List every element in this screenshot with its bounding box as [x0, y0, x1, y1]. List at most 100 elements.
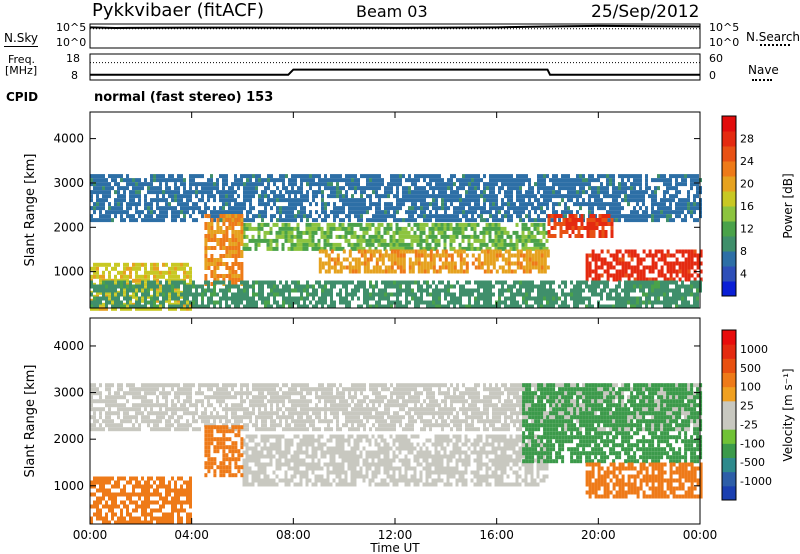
power-cell [660, 202, 663, 207]
velocity-cell [216, 411, 219, 416]
power-cell [423, 261, 427, 266]
power-cell [366, 178, 369, 183]
power-cell [462, 257, 466, 262]
power-cell [603, 190, 606, 195]
velocity-cell [90, 427, 93, 432]
power-cell [183, 178, 186, 183]
power-cell [633, 304, 636, 309]
power-cell [165, 198, 168, 203]
power-cell [204, 206, 207, 211]
power-cell [444, 265, 448, 270]
power-cell [285, 284, 288, 289]
power-cell [174, 266, 177, 271]
power-cell [314, 242, 318, 247]
power-cell [687, 257, 691, 262]
power-cell [405, 296, 408, 301]
power-cell [558, 296, 561, 301]
power-cell [528, 249, 532, 254]
power-cell [138, 194, 141, 199]
power-cell [90, 198, 93, 203]
power-cell [192, 296, 195, 301]
velocity-cell [192, 415, 195, 420]
power-cell [476, 222, 480, 227]
power-cell [240, 266, 244, 270]
power-cell [419, 230, 423, 235]
power-cell [672, 300, 675, 305]
power-cell [411, 178, 414, 183]
power-cell [296, 246, 300, 251]
power-cell [516, 261, 520, 266]
power-cell [660, 292, 663, 297]
power-cell [594, 288, 597, 293]
power-cell [399, 280, 402, 285]
power-cell [681, 253, 685, 258]
power-cell [428, 234, 432, 239]
power-cell [471, 186, 474, 191]
power-cell [669, 280, 672, 285]
power-cell [288, 218, 291, 223]
power-cell [228, 218, 232, 222]
velocity-cell [222, 395, 225, 400]
power-cell [330, 186, 333, 191]
power-cell [336, 269, 340, 274]
power-cell [306, 288, 309, 293]
velocity-cell [240, 419, 243, 424]
power-cell [150, 270, 153, 275]
power-cell [576, 280, 579, 285]
power-cell [312, 284, 315, 289]
power-cell [461, 226, 465, 231]
power-cell [525, 174, 528, 179]
power-cell [399, 265, 403, 270]
power-cell [414, 206, 417, 211]
power-cell [621, 261, 625, 266]
power-cell [210, 262, 214, 266]
power-cell [356, 222, 360, 227]
power-cell [489, 249, 493, 254]
power-cell [168, 274, 171, 279]
power-cell [597, 198, 600, 203]
power-cell [651, 202, 654, 207]
power-cell [473, 246, 477, 251]
velocity-cell [186, 427, 189, 432]
velocity-cell [153, 403, 156, 408]
power-cell [630, 210, 633, 215]
power-cell [398, 226, 402, 231]
power-cell [357, 214, 360, 219]
power-cell [618, 284, 621, 289]
power-cell [210, 238, 214, 242]
velocity-cell [177, 383, 180, 388]
power-cell [483, 198, 486, 203]
power-cell [495, 218, 498, 223]
power-cell [114, 182, 117, 187]
power-cell [574, 222, 578, 226]
nave-right-tick-top: 60 [709, 52, 723, 65]
power-cell [543, 178, 546, 183]
power-cell [207, 304, 210, 309]
power-cell [516, 249, 520, 254]
power-cell [501, 300, 504, 305]
power-cell [392, 238, 396, 243]
power-cell [333, 300, 336, 305]
power-cell [669, 253, 673, 258]
power-cell [456, 253, 460, 258]
power-cell [528, 194, 531, 199]
velocity-cell [108, 391, 111, 396]
power-cell [333, 218, 336, 223]
power-cell [597, 273, 601, 278]
power-cell [528, 186, 531, 191]
power-cell [396, 284, 399, 289]
velocity-cell [174, 383, 177, 388]
power-cell [377, 238, 381, 243]
power-cell [675, 284, 678, 289]
power-cell [363, 210, 366, 215]
power-cell [360, 253, 364, 258]
power-cell [669, 214, 672, 219]
velocity-cell [189, 383, 192, 388]
power-cell [360, 194, 363, 199]
power-cell [561, 210, 564, 215]
power-cell [327, 182, 330, 187]
power-cell [627, 277, 631, 282]
power-cell [186, 296, 189, 301]
power-cell [180, 262, 183, 267]
power-cell [669, 206, 672, 211]
